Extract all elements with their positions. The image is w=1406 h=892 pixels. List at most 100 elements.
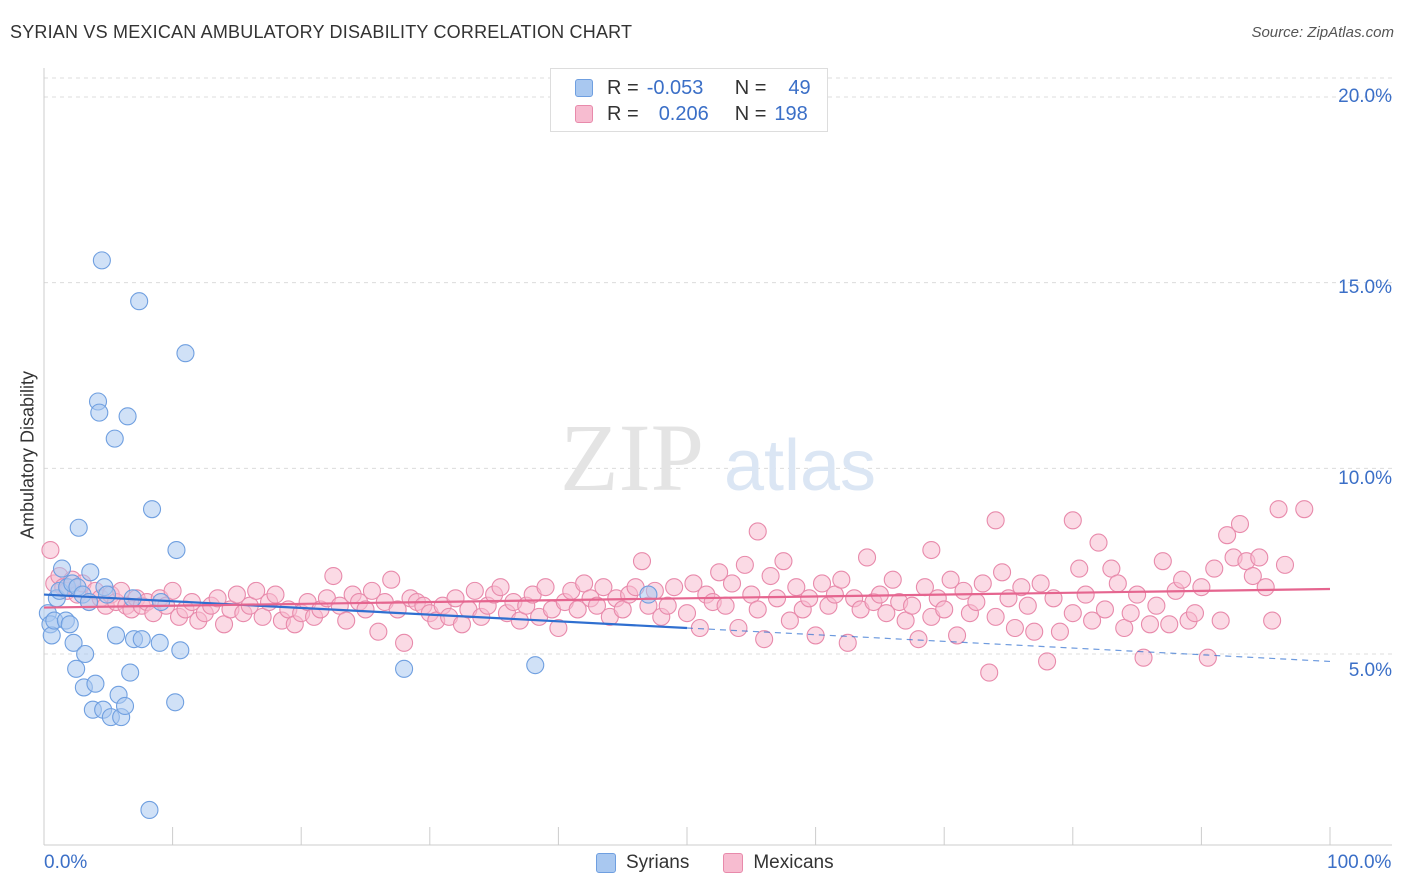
data-point-mexicans [922, 540, 941, 560]
data-point-mexicans [748, 522, 767, 541]
data-point-syrians [86, 674, 105, 693]
data-point-mexicans [1108, 574, 1127, 593]
data-point-mexicans [902, 596, 922, 615]
series-legend: Syrians Mexicans [596, 852, 868, 874]
data-point-mexicans [1230, 514, 1250, 534]
data-point-mexicans [491, 578, 510, 597]
data-point-mexicans [877, 604, 896, 623]
legend-label: Mexicans [753, 852, 834, 873]
data-point-syrians [90, 403, 109, 422]
data-point-syrians [150, 633, 169, 652]
syrians-swatch-icon [596, 853, 616, 873]
data-point-mexicans [632, 552, 652, 571]
data-point-syrians [167, 540, 186, 560]
y-axis-label: Ambulatory Disability [17, 370, 38, 540]
data-point-mexicans [1295, 500, 1314, 519]
data-point-mexicans [1185, 604, 1205, 623]
data-point-mexicans [247, 581, 266, 600]
data-point-mexicans [1025, 622, 1044, 641]
data-point-mexicans [729, 618, 748, 638]
legend-row-syrians: R = -0.053 N = 49 [575, 76, 811, 100]
x-tick-label: 100.0% [1327, 852, 1392, 873]
data-point-mexicans [684, 574, 703, 593]
data-point-mexicans [1269, 500, 1288, 519]
data-point-mexicans [1243, 566, 1262, 586]
data-point-syrians [42, 626, 61, 645]
data-point-mexicans [465, 581, 484, 600]
data-point-mexicans [362, 581, 381, 600]
trend-line-syrians [43, 593, 688, 630]
r-value: -0.053 [646, 76, 704, 99]
data-point-syrians [52, 559, 72, 578]
data-point-syrians [97, 585, 117, 604]
data-point-mexicans [812, 574, 832, 593]
data-point-syrians [142, 500, 162, 519]
trend-line-mexicans [43, 587, 1331, 609]
data-point-mexicans [594, 578, 613, 597]
data-point-mexicans [1076, 585, 1095, 604]
data-point-mexicans [356, 600, 375, 619]
data-point-mexicans [710, 563, 729, 582]
data-point-mexicans [690, 618, 709, 638]
data-point-mexicans [1205, 559, 1224, 578]
data-point-mexicans [780, 611, 799, 630]
legend-label: Syrians [626, 852, 690, 873]
r-label: R = [607, 102, 639, 125]
data-point-mexicans [755, 630, 774, 649]
data-point-mexicans [1063, 604, 1082, 623]
legend-row-mexicans: R = 0.206 N = 198 [575, 102, 808, 126]
data-point-mexicans [857, 548, 877, 567]
data-point-mexicans [716, 596, 735, 615]
data-point-mexicans [761, 566, 780, 586]
n-label: N = [734, 76, 767, 99]
data-point-mexicans [1140, 615, 1160, 634]
watermark-atlas: atlas [724, 426, 876, 506]
data-point-mexicans [1005, 618, 1024, 638]
data-point-mexicans [1275, 555, 1295, 574]
data-point-mexicans [369, 622, 388, 641]
data-point-mexicans [748, 600, 767, 619]
data-point-syrians [92, 251, 111, 270]
data-point-mexicans [1250, 548, 1269, 567]
n-value: 49 [788, 76, 811, 99]
data-point-syrians [130, 292, 149, 311]
data-point-mexicans [767, 589, 787, 608]
watermark: ZIP atlas [560, 404, 876, 511]
data-point-mexicans [883, 570, 902, 589]
data-point-mexicans [948, 626, 967, 645]
data-point-syrians [395, 659, 414, 678]
data-point-syrians [140, 800, 159, 820]
data-points [38, 251, 1314, 820]
data-point-mexicans [266, 585, 285, 604]
data-point-mexicans [1031, 574, 1050, 593]
data-point-mexicans [941, 570, 960, 589]
r-label: R = [607, 76, 639, 99]
data-point-mexicans [1147, 596, 1166, 615]
data-point-syrians [132, 630, 151, 649]
data-point-mexicans [41, 540, 60, 560]
data-point-syrians [121, 663, 140, 682]
data-point-mexicans [665, 578, 684, 597]
data-point-mexicans [735, 555, 754, 574]
data-point-mexicans [1083, 611, 1102, 630]
chart-source: Source: ZipAtlas.com [1251, 24, 1394, 41]
data-point-mexicans [800, 589, 819, 608]
data-point-mexicans [832, 570, 851, 589]
data-point-syrians [76, 644, 95, 664]
data-point-mexicans [677, 604, 697, 623]
data-point-mexicans [1160, 615, 1179, 634]
data-point-mexicans [1153, 552, 1172, 571]
data-point-mexicans [324, 566, 343, 586]
data-point-mexicans [658, 596, 677, 615]
data-point-mexicans [536, 578, 555, 597]
data-point-mexicans [1198, 648, 1217, 667]
data-point-syrians [176, 344, 195, 363]
data-point-mexicans [382, 570, 401, 589]
data-point-mexicans [1089, 533, 1108, 552]
trend-extension-syrians [686, 627, 1331, 663]
data-point-mexicans [1012, 578, 1031, 597]
data-point-mexicans [1018, 596, 1037, 615]
data-point-mexicans [973, 574, 992, 593]
data-point-mexicans [1192, 578, 1211, 597]
